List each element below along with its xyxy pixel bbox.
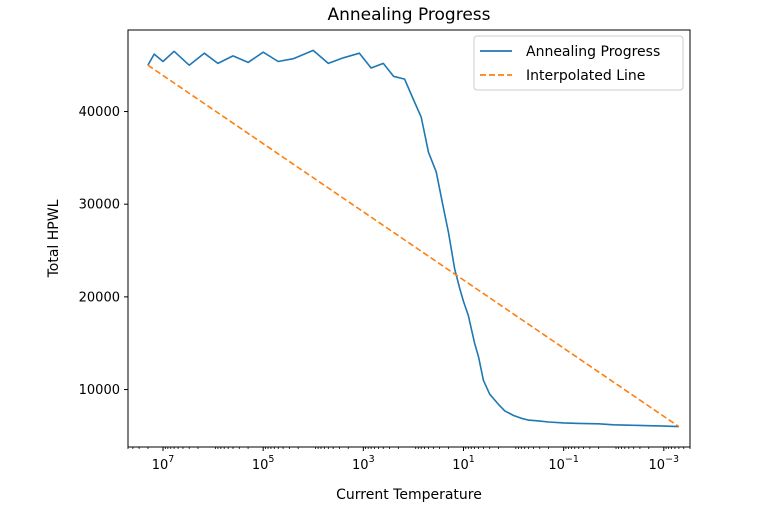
x-tick-label: 105 (252, 454, 275, 473)
legend-box (473, 35, 684, 91)
series-line-1 (147, 49, 679, 428)
x-axis-label: Current Temperature (336, 487, 482, 503)
x-tick-label: 103 (352, 454, 375, 473)
y-tick-label: 40000 (79, 105, 120, 120)
y-axis-label: Total HPWL (46, 199, 62, 278)
plot-area (127, 29, 691, 448)
x-tick-label: 107 (152, 454, 175, 473)
y-tick-label: 30000 (79, 198, 120, 213)
y-tick-label: 20000 (79, 290, 120, 305)
axes-frame (127, 29, 691, 448)
y-tick-label: 10000 (79, 383, 120, 398)
x-tick-label: 10−3 (649, 454, 680, 473)
x-tick-label: 10−1 (548, 454, 579, 473)
x-axis-ticks: 107 105 103 101 10−1 10−3 (127, 447, 691, 473)
series-layer (147, 49, 680, 428)
legend-label-1: Annealing Progress (526, 44, 660, 60)
chart-title: Annealing Progress (327, 5, 490, 25)
y-axis-ticks: 10000 20000 30000 40000 (79, 105, 128, 398)
legend: Annealing Progress Interpolated Line (473, 35, 684, 91)
series-line-2 (147, 64, 680, 428)
legend-label-2: Interpolated Line (526, 68, 645, 84)
x-tick-label: 101 (452, 454, 475, 473)
